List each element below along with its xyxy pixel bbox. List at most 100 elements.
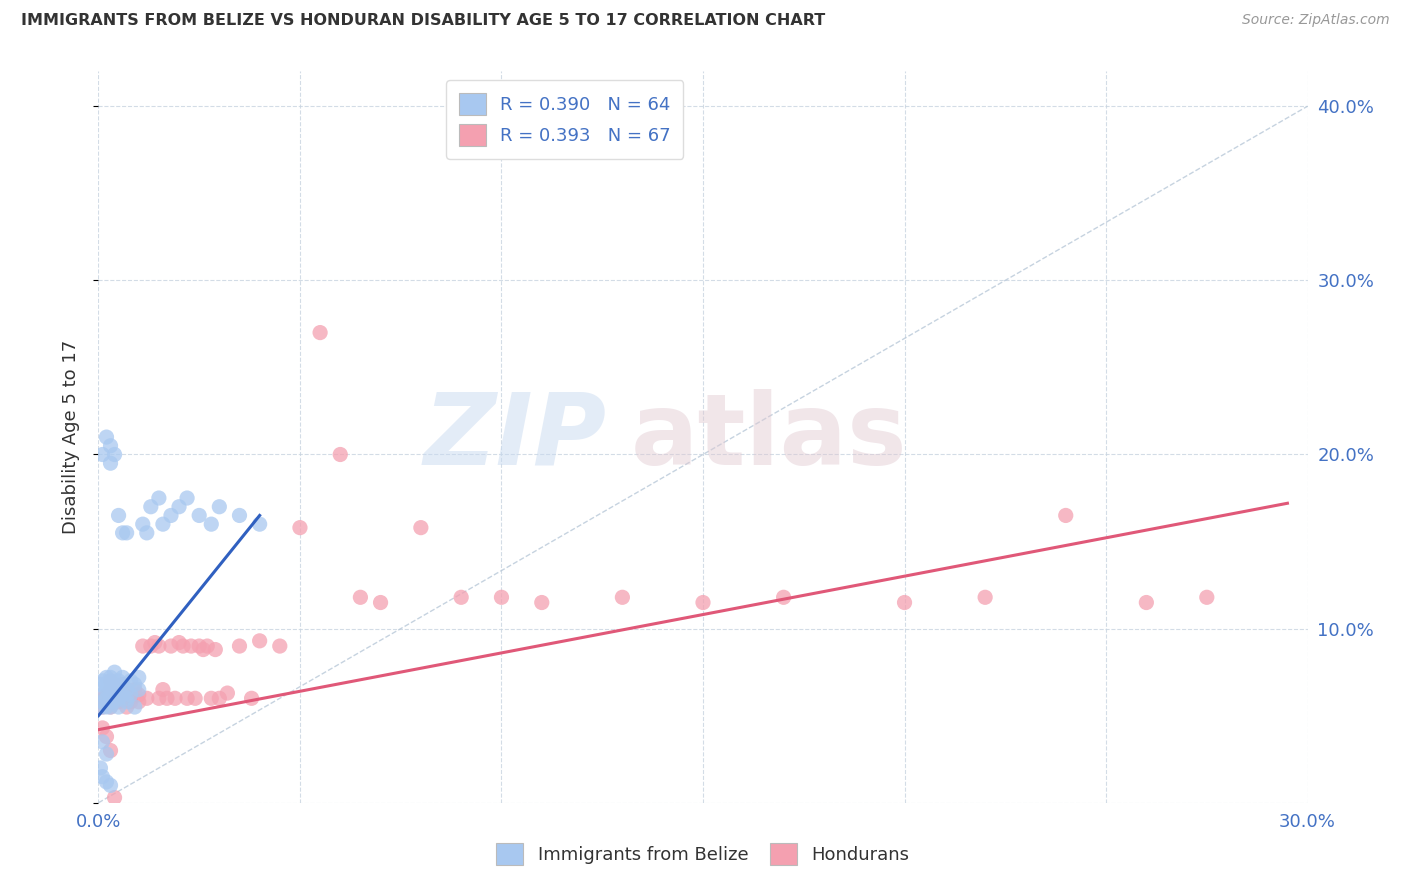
Point — [96, 775, 118, 789]
Point — [132, 517, 155, 532]
Point — [103, 695, 125, 709]
Point — [172, 639, 194, 653]
Point — [100, 456, 122, 470]
Point — [100, 700, 122, 714]
Point — [143, 635, 166, 649]
Point — [124, 677, 146, 691]
Point — [89, 677, 111, 691]
Y-axis label: Disability Age 5 to 17: Disability Age 5 to 17 — [62, 340, 80, 534]
Point — [193, 642, 215, 657]
Point — [107, 691, 129, 706]
Point — [148, 691, 170, 706]
Point — [115, 700, 138, 714]
Point — [115, 682, 138, 697]
Point — [91, 448, 114, 462]
Point — [120, 688, 142, 702]
Point — [96, 695, 118, 709]
Point — [100, 700, 122, 714]
Point — [288, 521, 311, 535]
Point — [208, 691, 231, 706]
Point — [103, 695, 125, 709]
Text: Source: ZipAtlas.com: Source: ZipAtlas.com — [1241, 13, 1389, 28]
Point — [450, 591, 472, 605]
Point — [128, 688, 150, 702]
Point — [249, 633, 271, 648]
Point — [96, 691, 118, 706]
Point — [96, 677, 118, 691]
Point — [530, 595, 553, 609]
Point — [89, 761, 111, 775]
Point — [107, 695, 129, 709]
Point — [111, 670, 134, 684]
Point — [167, 635, 190, 649]
Point — [180, 639, 202, 653]
Point — [249, 517, 271, 532]
Point — [195, 639, 218, 653]
Point — [228, 639, 250, 653]
Point — [103, 691, 125, 706]
Point — [974, 591, 997, 605]
Text: ZIP: ZIP — [423, 389, 606, 485]
Point — [124, 682, 146, 697]
Point — [115, 682, 138, 697]
Point — [100, 691, 122, 706]
Point — [100, 682, 122, 697]
Point — [96, 688, 118, 702]
Point — [176, 691, 198, 706]
Point — [160, 639, 183, 653]
Point — [91, 735, 114, 749]
Point — [1135, 595, 1157, 609]
Point — [772, 591, 794, 605]
Point — [100, 778, 122, 792]
Point — [217, 686, 239, 700]
Point — [208, 500, 231, 514]
Point — [148, 491, 170, 505]
Point — [91, 673, 114, 688]
Point — [188, 508, 211, 523]
Point — [135, 525, 157, 540]
Point — [100, 682, 122, 697]
Legend: Immigrants from Belize, Hondurans: Immigrants from Belize, Hondurans — [488, 834, 918, 874]
Point — [128, 695, 150, 709]
Point — [692, 595, 714, 609]
Point — [100, 439, 122, 453]
Point — [176, 491, 198, 505]
Legend: R = 0.390   N = 64, R = 0.393   N = 67: R = 0.390 N = 64, R = 0.393 N = 67 — [446, 80, 683, 159]
Point — [228, 508, 250, 523]
Point — [200, 691, 222, 706]
Point — [100, 673, 122, 688]
Point — [120, 691, 142, 706]
Point — [91, 695, 114, 709]
Text: IMMIGRANTS FROM BELIZE VS HONDURAN DISABILITY AGE 5 TO 17 CORRELATION CHART: IMMIGRANTS FROM BELIZE VS HONDURAN DISAB… — [21, 13, 825, 29]
Point — [103, 688, 125, 702]
Point — [96, 747, 118, 761]
Point — [91, 688, 114, 702]
Point — [163, 691, 186, 706]
Point — [107, 508, 129, 523]
Point — [115, 695, 138, 709]
Point — [1054, 508, 1077, 523]
Point — [139, 639, 162, 653]
Point — [132, 639, 155, 653]
Point — [100, 743, 122, 757]
Point — [91, 770, 114, 784]
Point — [103, 665, 125, 680]
Point — [115, 525, 138, 540]
Point — [349, 591, 371, 605]
Point — [111, 525, 134, 540]
Point — [96, 430, 118, 444]
Point — [111, 688, 134, 702]
Point — [184, 691, 207, 706]
Point — [100, 688, 122, 702]
Point — [91, 691, 114, 706]
Point — [148, 639, 170, 653]
Point — [128, 682, 150, 697]
Point — [103, 448, 125, 462]
Point — [124, 700, 146, 714]
Point — [100, 670, 122, 684]
Point — [100, 695, 122, 709]
Point — [204, 642, 226, 657]
Point — [1195, 591, 1218, 605]
Point — [128, 670, 150, 684]
Point — [115, 691, 138, 706]
